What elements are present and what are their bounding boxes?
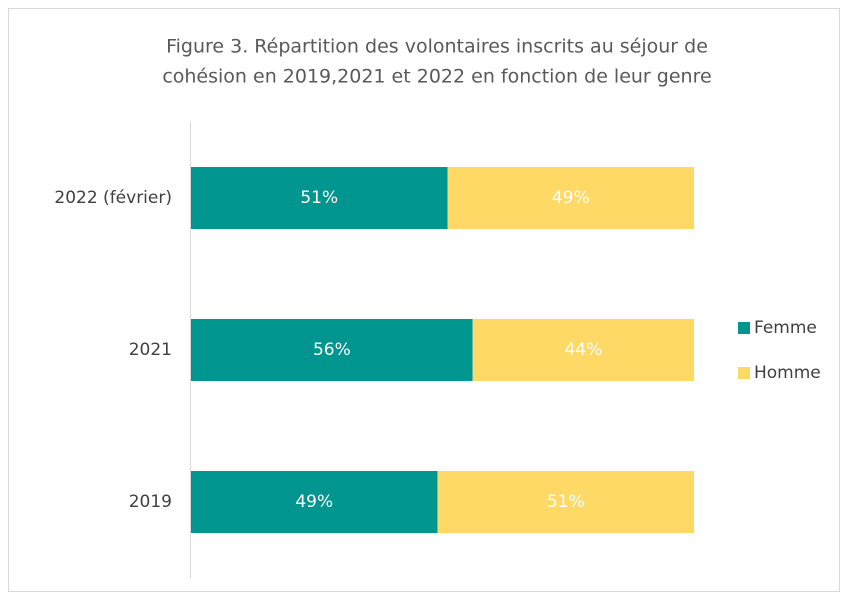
bar-segment <box>191 167 448 229</box>
legend-swatch <box>738 367 750 379</box>
bar-segment <box>447 167 694 229</box>
data-label: 49% <box>552 188 590 208</box>
legend-label: Femme <box>754 318 817 338</box>
data-label: 49% <box>295 492 333 512</box>
y-tick-label: 2021 <box>129 340 172 360</box>
data-label: 51% <box>547 492 585 512</box>
data-label: 56% <box>313 340 351 360</box>
data-label: 51% <box>300 188 338 208</box>
bar-segment <box>191 471 438 533</box>
bar-segment <box>472 319 694 381</box>
y-tick-label: 2019 <box>129 492 172 512</box>
legend-label: Homme <box>754 363 821 383</box>
bar-segment <box>191 319 473 381</box>
data-label: 44% <box>564 340 602 360</box>
y-tick-label: 2022 (février) <box>54 188 172 208</box>
chart-title: Figure 3. Répartition des volontaires in… <box>166 36 708 58</box>
legend-swatch <box>738 322 750 334</box>
chart-title: cohésion en 2019,2021 et 2022 en fonctio… <box>162 66 711 88</box>
bar-segment <box>437 471 694 533</box>
